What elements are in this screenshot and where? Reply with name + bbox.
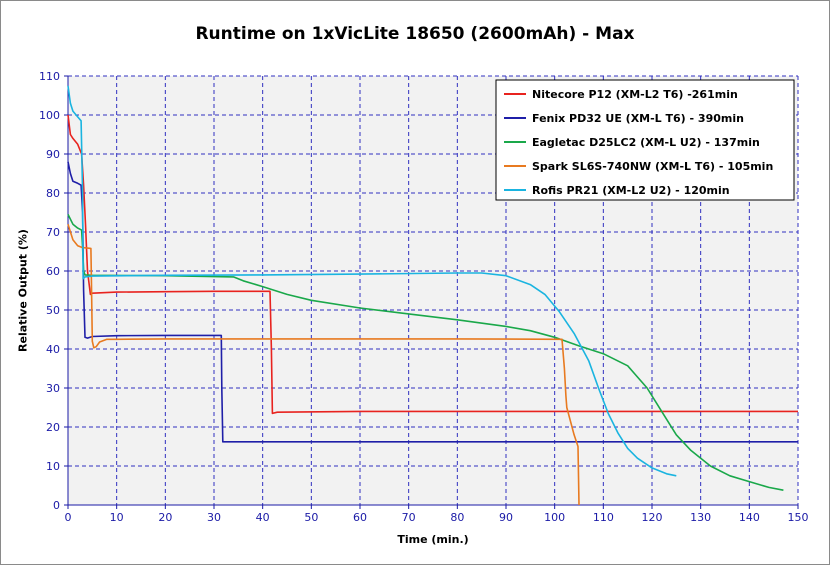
x-tick-label: 30 (207, 511, 221, 524)
y-tick-label: 10 (46, 460, 60, 473)
y-tick-label: 110 (39, 70, 60, 83)
x-tick-label: 60 (353, 511, 367, 524)
legend-label-1: Fenix PD32 UE (XM-L T6) - 390min (532, 112, 744, 125)
legend-box (495, 79, 795, 201)
x-tick-label: 150 (788, 511, 809, 524)
legend-label-0: Nitecore P12 (XM-L2 T6) -261min (532, 88, 738, 101)
y-tick-label: 0 (53, 499, 60, 512)
y-tick-label: 30 (46, 382, 60, 395)
x-tick-label: 80 (450, 511, 464, 524)
legend-label-3: Spark SL6S-740NW (XM-L T6) - 105min (532, 160, 773, 173)
legend-label-4: Rofis PR21 (XM-L2 U2) - 120min (532, 184, 730, 197)
x-tick-label: 70 (402, 511, 416, 524)
x-tick-label: 130 (690, 511, 711, 524)
series-line-4 (67, 85, 677, 477)
x-tick-label: 110 (593, 511, 614, 524)
x-tick-label: 50 (304, 511, 318, 524)
x-tick-label: 0 (65, 511, 72, 524)
y-tick-label: 20 (46, 421, 60, 434)
y-tick-label: 50 (46, 304, 60, 317)
y-tick-label: 100 (39, 109, 60, 122)
x-tick-label: 10 (110, 511, 124, 524)
chart-title: Runtime on 1xVicLite 18650 (2600mAh) - M… (195, 24, 635, 44)
x-tick-label: 100 (544, 511, 565, 524)
series-line-0 (67, 114, 798, 415)
y-tick-label: 60 (46, 265, 60, 278)
series-line-3 (67, 223, 580, 506)
y-tick-label: 90 (46, 148, 60, 161)
y-tick-label: 70 (46, 226, 60, 239)
legend-label-2: Eagletac D25LC2 (XM-L U2) - 137min (532, 136, 760, 149)
x-tick-label: 120 (642, 511, 663, 524)
x-axis-title: Time (min.) (397, 533, 469, 546)
x-tick-label: 90 (499, 511, 513, 524)
x-tick-label: 20 (158, 511, 172, 524)
x-tick-label: 140 (739, 511, 760, 524)
y-tick-label: 80 (46, 187, 60, 200)
y-tick-label: 40 (46, 343, 60, 356)
x-tick-label: 40 (256, 511, 270, 524)
